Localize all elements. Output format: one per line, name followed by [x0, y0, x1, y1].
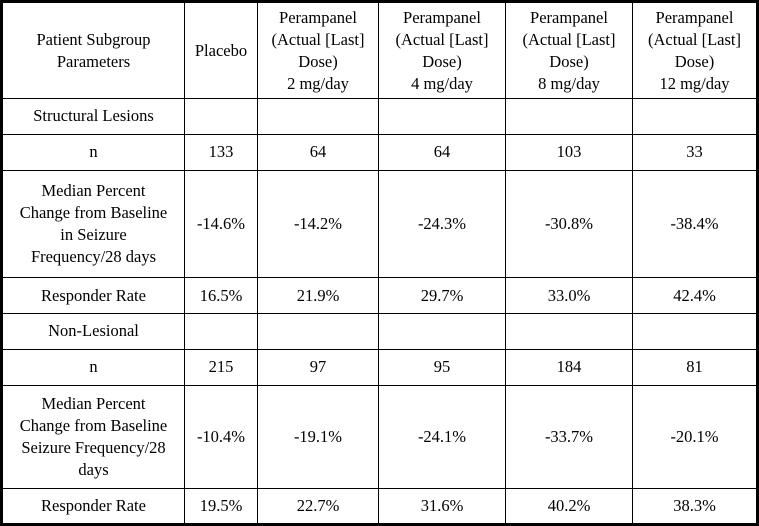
- table-cell: 81: [632, 348, 758, 386]
- table-cell: 21.9%: [257, 277, 379, 314]
- row-label: Responder Rate: [1, 277, 185, 314]
- table-cell: [632, 313, 758, 350]
- header-row: Patient Subgroup Parameters Placebo Pera…: [1, 1, 758, 99]
- row-label: n: [1, 348, 185, 386]
- row-label: Median Percent Change from Baseline in S…: [1, 169, 185, 279]
- table-cell: [257, 313, 379, 350]
- table-row-median-change-non-lesional: Median Percent Change from Baseline Seiz…: [1, 384, 758, 490]
- table-cell: -24.3%: [378, 169, 506, 279]
- table-cell: -10.4%: [184, 384, 258, 490]
- table-cell: -14.6%: [184, 169, 258, 279]
- column-header-placebo: Placebo: [184, 1, 258, 99]
- table-cell: [378, 98, 506, 135]
- column-header-perampanel-4mg: Perampanel (Actual [Last] Dose) 4 mg/day: [378, 1, 506, 99]
- column-header-parameters: Patient Subgroup Parameters: [1, 1, 185, 99]
- table-cell: 29.7%: [378, 277, 506, 314]
- column-header-perampanel-2mg: Perampanel (Actual [Last] Dose) 2 mg/day: [257, 1, 379, 99]
- table-cell: -38.4%: [632, 169, 758, 279]
- table-cell: 133: [184, 133, 258, 171]
- table-row-n-structural: n 133 64 64 103 33: [1, 133, 758, 171]
- table-cell: 95: [378, 348, 506, 386]
- table-cell: -19.1%: [257, 384, 379, 490]
- section-row-structural-lesions: Structural Lesions: [1, 98, 758, 135]
- section-row-non-lesional: Non-Lesional: [1, 313, 758, 350]
- table-cell: -24.1%: [378, 384, 506, 490]
- table-cell: -20.1%: [632, 384, 758, 490]
- table-cell: 22.7%: [257, 488, 379, 525]
- table-cell: 42.4%: [632, 277, 758, 314]
- table-cell: 184: [505, 348, 633, 386]
- table-cell: 33: [632, 133, 758, 171]
- table-cell: -14.2%: [257, 169, 379, 279]
- table-cell: 38.3%: [632, 488, 758, 525]
- table-cell: 19.5%: [184, 488, 258, 525]
- table-cell: 64: [257, 133, 379, 171]
- table-cell: 215: [184, 348, 258, 386]
- table-cell: 97: [257, 348, 379, 386]
- table-cell: [184, 313, 258, 350]
- table-row-n-non-lesional: n 215 97 95 184 81: [1, 348, 758, 386]
- table-cell: [257, 98, 379, 135]
- table-cell: 33.0%: [505, 277, 633, 314]
- row-label: Median Percent Change from Baseline Seiz…: [1, 384, 185, 490]
- column-header-perampanel-8mg: Perampanel (Actual [Last] Dose) 8 mg/day: [505, 1, 633, 99]
- table-cell: 64: [378, 133, 506, 171]
- row-label: Responder Rate: [1, 488, 185, 525]
- table-cell: [632, 98, 758, 135]
- table-row-responder-rate-structural: Responder Rate 16.5% 21.9% 29.7% 33.0% 4…: [1, 277, 758, 314]
- row-label: n: [1, 133, 185, 171]
- section-label: Non-Lesional: [1, 313, 185, 350]
- table-cell: 103: [505, 133, 633, 171]
- table-cell: 40.2%: [505, 488, 633, 525]
- table-row-responder-rate-non-lesional: Responder Rate 19.5% 22.7% 31.6% 40.2% 3…: [1, 488, 758, 525]
- table-cell: 16.5%: [184, 277, 258, 314]
- section-label: Structural Lesions: [1, 98, 185, 135]
- column-header-perampanel-12mg: Perampanel (Actual [Last] Dose) 12 mg/da…: [632, 1, 758, 99]
- table-cell: [505, 98, 633, 135]
- table-cell: -33.7%: [505, 384, 633, 490]
- table-cell: 31.6%: [378, 488, 506, 525]
- table-cell: [378, 313, 506, 350]
- table-cell: [184, 98, 258, 135]
- table-cell: [505, 313, 633, 350]
- table-cell: -30.8%: [505, 169, 633, 279]
- table-row-median-change-structural: Median Percent Change from Baseline in S…: [1, 169, 758, 279]
